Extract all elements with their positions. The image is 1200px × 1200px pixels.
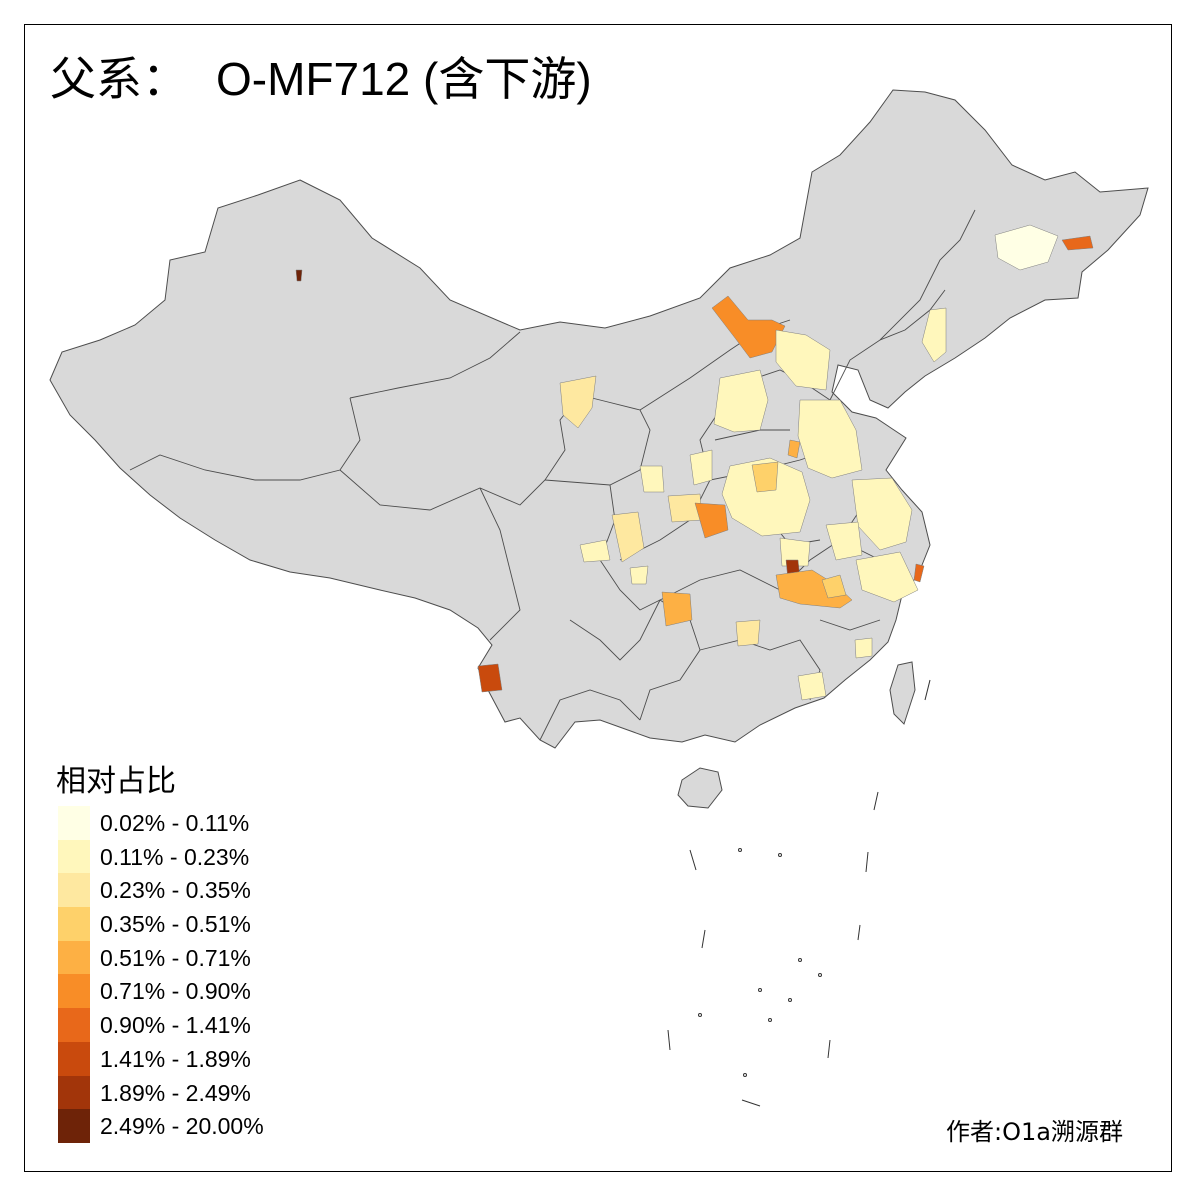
region-hunan: [735, 619, 761, 647]
legend-label: 0.71% - 0.90%: [100, 978, 251, 1005]
legend-item: 0.35% - 0.51%: [58, 907, 318, 942]
region-shaanxi-south: [694, 502, 729, 539]
legend-swatch: [58, 1109, 90, 1144]
legend-swatch: [58, 839, 90, 874]
region-jiangxi-east: [821, 574, 847, 599]
legend-swatch: [58, 1075, 90, 1110]
title-prefix: 父系：: [50, 52, 188, 106]
region-liaoning: [921, 307, 947, 363]
taiwan-island: [889, 661, 916, 725]
legend-swatch: [58, 907, 90, 942]
region-shanghai: [913, 563, 925, 583]
legend: 0.02% - 0.11% 0.11% - 0.23% 0.23% - 0.35…: [58, 806, 318, 1144]
legend-title: 相对占比: [56, 764, 176, 799]
region-shanxi-orange: [787, 439, 801, 459]
legend-swatch: [58, 873, 90, 908]
region-guangdong: [797, 671, 827, 701]
hainan-island: [677, 767, 723, 809]
legend-label: 2.49% - 20.00%: [100, 1113, 264, 1140]
legend-label: 0.35% - 0.51%: [100, 911, 251, 938]
legend-label: 0.02% - 0.11%: [100, 810, 250, 836]
region-zhejiang: [855, 551, 919, 603]
legend-item: 2.49% - 20.00%: [58, 1109, 318, 1144]
legend-label: 0.11% - 0.23%: [100, 843, 250, 870]
region-guizhou: [661, 591, 693, 627]
region-yunnan: [477, 663, 503, 693]
highlighted-regions: [295, 224, 1094, 701]
region-sichuan-west: [579, 539, 611, 563]
page-title: 父系： O-MF712 (含下游): [50, 56, 592, 102]
region-gansu-north: [559, 375, 597, 429]
region-chongqing: [629, 565, 649, 585]
region-henan-west: [751, 461, 779, 493]
legend-label: 0.51% - 0.71%: [100, 944, 251, 971]
legend-swatch: [58, 806, 90, 840]
legend-label: 1.41% - 1.89%: [100, 1045, 251, 1072]
region-anhui: [825, 521, 863, 561]
region-heilongjiang-b: [1061, 235, 1094, 251]
region-sichuan-north: [611, 511, 645, 563]
legend-label: 1.89% - 2.49%: [100, 1079, 251, 1106]
legend-item: 0.90% - 1.41%: [58, 1008, 318, 1043]
legend-label: 0.23% - 0.35%: [100, 877, 251, 904]
region-xinjiang-dot: [295, 269, 303, 282]
legend-item: 0.23% - 0.35%: [58, 873, 318, 908]
region-henan: [721, 457, 811, 537]
legend-swatch: [58, 940, 90, 975]
region-shandong: [797, 399, 863, 479]
legend-label: 0.90% - 1.41%: [100, 1012, 251, 1039]
region-heilongjiang-a: [994, 224, 1059, 271]
region-hebei-north: [775, 329, 831, 391]
legend-item: 0.51% - 0.71%: [58, 940, 318, 975]
region-fujian: [854, 637, 873, 659]
legend-item: 0.11% - 0.23%: [58, 839, 318, 874]
author-credit: 作者:O1a溯源群: [946, 1118, 1123, 1146]
legend-item: 1.89% - 2.49%: [58, 1075, 318, 1110]
region-hubei: [779, 537, 811, 567]
legend-item: 0.71% - 0.90%: [58, 974, 318, 1009]
region-shanxi: [713, 369, 769, 433]
south-china-sea-islands: [667, 679, 931, 1107]
legend-item: 1.41% - 1.89%: [58, 1041, 318, 1076]
legend-item: 0.02% - 0.11%: [58, 806, 318, 840]
legend-swatch: [58, 974, 90, 1009]
region-shaanxi-north: [689, 449, 713, 486]
legend-swatch: [58, 1008, 90, 1043]
mainland-china: [49, 89, 1149, 749]
region-inner-mongolia: [711, 295, 786, 359]
legend-swatch: [58, 1041, 90, 1076]
region-ningxia-shaanxi: [639, 465, 665, 493]
title-haplogroup: O-MF712 (含下游): [216, 53, 592, 105]
region-jiangxi-north: [775, 569, 853, 609]
